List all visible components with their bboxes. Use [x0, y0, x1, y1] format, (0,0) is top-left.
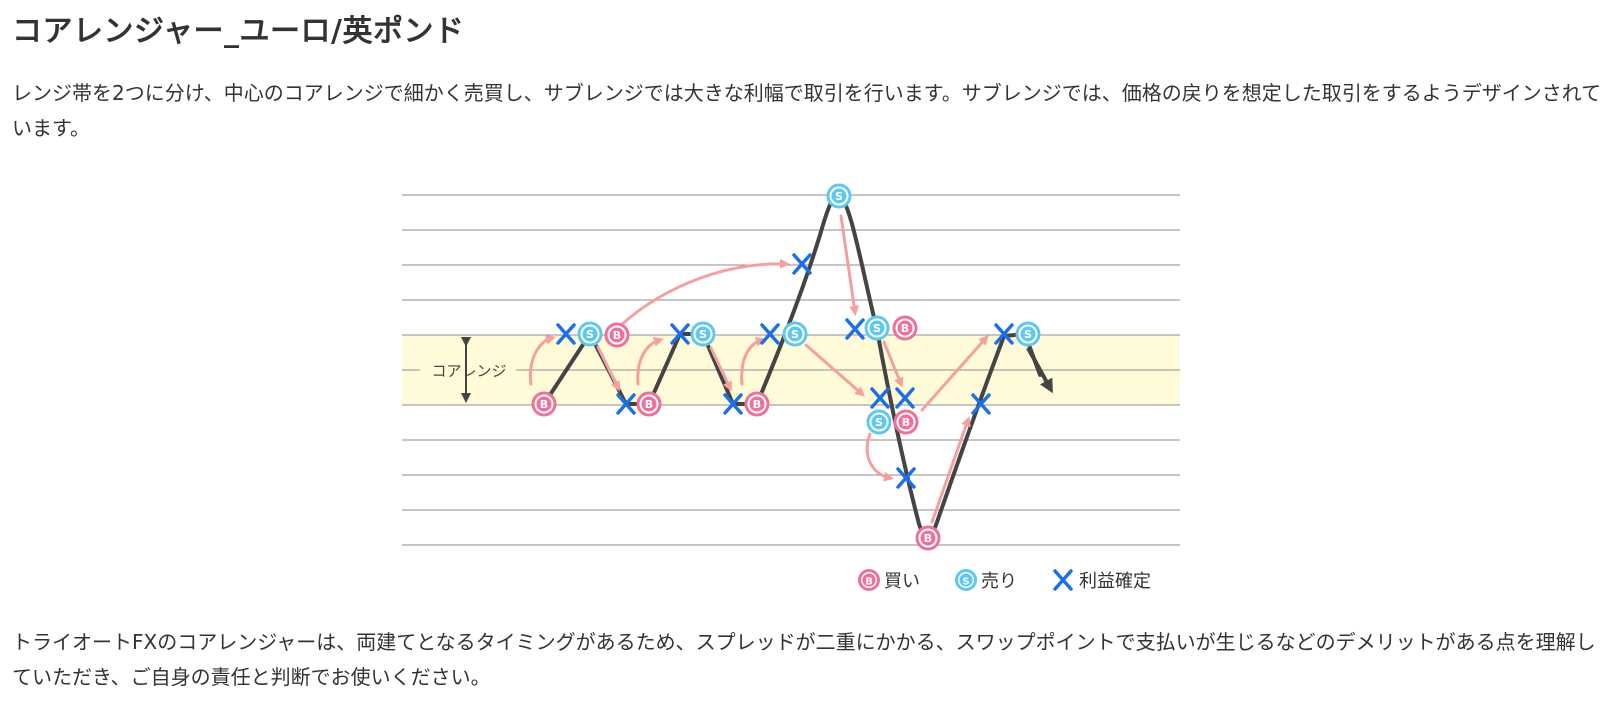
trade-arrow-icon — [920, 335, 989, 412]
buy-marker-icon: B — [604, 322, 630, 348]
trend-arrow-icon — [1026, 347, 1053, 394]
take-profit-x-icon — [845, 318, 865, 340]
page-title: コアレンジャー_ユーロ/英ポンド — [12, 14, 465, 49]
trade-arrow-icon — [930, 416, 971, 524]
sell-marker-icon: S — [690, 321, 716, 347]
take-profit-x-icon — [870, 387, 890, 409]
sell-marker-icon — [955, 569, 977, 591]
trade-arrow-icon — [882, 340, 904, 388]
legend-take-profit: 利益確定 — [1053, 569, 1151, 592]
trade-arrow-icon — [740, 336, 766, 386]
sell-marker-icon: S — [866, 409, 892, 435]
take-profit-x-icon — [896, 467, 916, 489]
buy-marker-icon: B — [915, 525, 941, 551]
svg-text:S: S — [873, 322, 881, 335]
price-grid — [402, 194, 1180, 546]
svg-text:S: S — [586, 328, 594, 341]
trade-arrow-icon — [596, 345, 620, 392]
trade-arrow-icon — [839, 214, 860, 316]
sell-marker-icon: S — [826, 183, 852, 209]
take-profit-x-icon — [895, 387, 915, 409]
trade-arrow-icon — [804, 343, 866, 397]
take-profit-x-icon — [670, 323, 690, 345]
take-profit-x-icon — [971, 393, 991, 415]
legend-take-profit-label: 利益確定 — [1079, 571, 1151, 592]
intro-paragraph: レンジ帯を2つに分け、中心のコアレンジで細かく売買し、サブレンジでは大きな利幅で… — [12, 81, 1602, 140]
svg-text:S: S — [1024, 328, 1032, 341]
trade-arrow-icon — [709, 346, 732, 392]
trade-arrow-icon — [618, 258, 790, 328]
core-range-band — [402, 336, 1180, 404]
sell-marker-letter: S — [962, 577, 969, 588]
buy-marker-icon-inner — [862, 573, 876, 587]
take-profit-x-icon — [1053, 569, 1073, 591]
svg-text:S: S — [875, 416, 883, 429]
take-profit-x-icon — [760, 323, 780, 345]
sell-marker-icon: S — [577, 321, 603, 347]
trade-arrow-icon — [636, 336, 664, 386]
buy-marker-icon: B — [744, 391, 770, 417]
legend-buy-label: 買い — [884, 571, 920, 592]
sell-marker-icon: S — [1015, 321, 1041, 347]
core-range-label: コアレンジ — [431, 362, 506, 380]
legend-sell: S 売り — [955, 569, 1017, 592]
svg-text:S: S — [791, 328, 799, 341]
buy-marker-icon: B — [893, 409, 919, 435]
buy-marker-icon: B — [531, 391, 557, 417]
take-profit-x-icon — [792, 253, 812, 275]
price-line — [542, 193, 1042, 537]
take-profit-x-icon — [994, 323, 1014, 345]
trade-arrow-icon — [528, 334, 556, 386]
take-profit-x-icon — [616, 393, 636, 415]
buy-marker-icon: B — [892, 315, 918, 341]
sell-marker-icon: S — [864, 315, 890, 341]
trade-arrow-icon — [865, 432, 894, 482]
disclaimer-paragraph: トライオートFXのコアレンジャーは、両建てとなるタイミングがあるため、スプレッド… — [12, 630, 1596, 689]
sell-marker-icon-inner — [959, 573, 973, 587]
buy-marker-icon: B — [636, 391, 662, 417]
svg-text:B: B — [901, 322, 909, 335]
svg-text:B: B — [645, 398, 653, 411]
legend: B 買い S 売り 利益確定 — [858, 569, 1151, 592]
trade-arrows — [528, 214, 989, 524]
take-profit-x-icon — [723, 393, 743, 415]
buy-marker-icon — [858, 569, 880, 591]
sell-marker-icon: S — [782, 321, 808, 347]
svg-text:S: S — [835, 190, 843, 203]
svg-text:B: B — [753, 398, 761, 411]
svg-text:S: S — [699, 328, 707, 341]
svg-text:B: B — [540, 398, 548, 411]
svg-text:B: B — [613, 329, 621, 342]
svg-text:B: B — [902, 416, 910, 429]
svg-text:B: B — [924, 532, 932, 545]
legend-buy: B 買い — [858, 569, 920, 592]
trade-markers: B S B B S B S S S B S B B S — [531, 183, 1041, 551]
buy-marker-letter: B — [865, 577, 873, 588]
take-profit-markers — [556, 253, 1014, 489]
legend-sell-label: 売り — [981, 571, 1017, 592]
take-profit-x-icon — [556, 323, 576, 345]
